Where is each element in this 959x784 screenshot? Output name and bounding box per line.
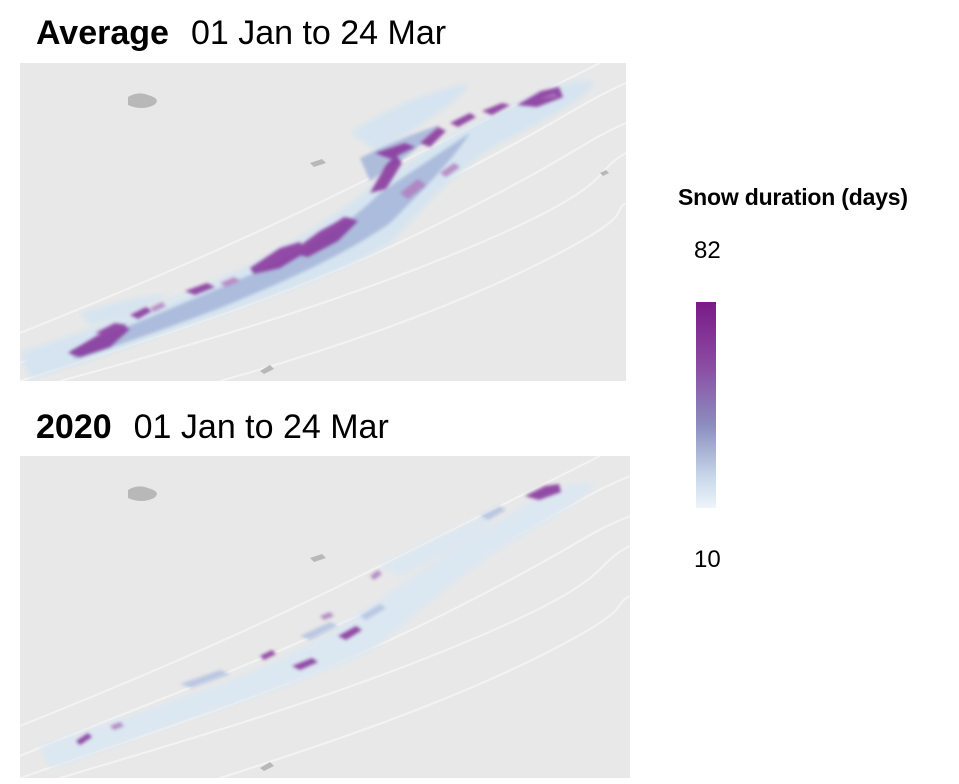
map-average	[20, 63, 626, 381]
map-2020	[20, 456, 630, 778]
lake	[128, 486, 157, 501]
legend-title: Snow duration (days)	[678, 184, 908, 210]
panel-period: 01 Jan to 24 Mar	[133, 408, 389, 446]
legend-max-value: 82	[694, 237, 721, 264]
panel-label: Average	[36, 14, 169, 52]
legend-min-value: 10	[694, 546, 721, 573]
panel-title-average: Average 01 Jan to 24 Mar	[36, 14, 446, 52]
lake	[128, 93, 157, 108]
map-2020-svg	[20, 456, 630, 778]
map-average-svg	[20, 63, 626, 381]
panel-period: 01 Jan to 24 Mar	[190, 14, 447, 52]
legend-color-bar	[696, 302, 716, 508]
panel-title-2020: 2020 01 Jan to 24 Mar	[36, 408, 389, 446]
panel-label: 2020	[36, 408, 112, 446]
